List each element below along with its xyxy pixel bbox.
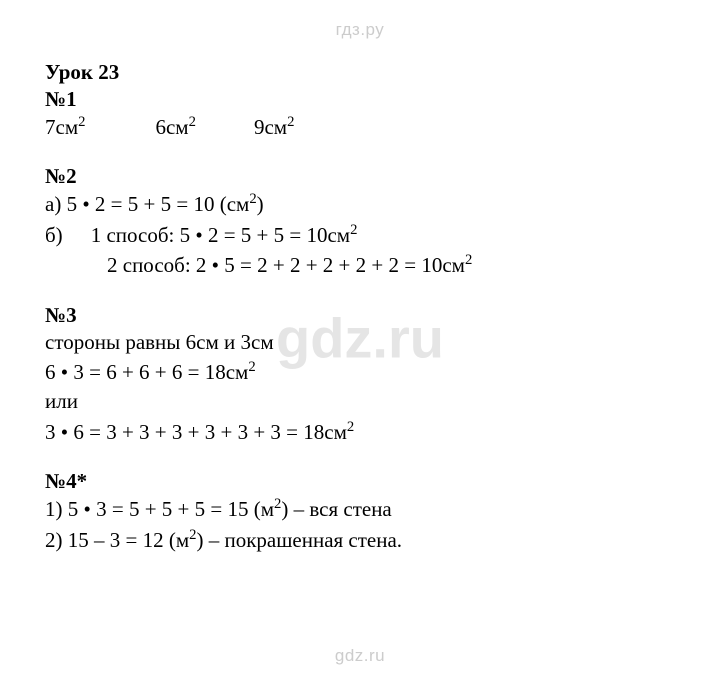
sup: 2 [350,222,357,238]
s4-line2: 2) 15 – 3 = 12 (м2) – покрашенная стена. [45,525,675,555]
s2-b2-label: 2 способ: [107,253,196,277]
s2-b-label: б) [45,223,63,247]
s2-b1-expr: 5 • 2 = 5 + 5 = 10см [180,223,351,247]
section-2: №2 а) 5 • 2 = 5 + 5 = 10 (см2) б)1 спосо… [45,164,675,280]
sup: 2 [249,191,256,207]
s3-line4: 3 • 6 = 3 + 3 + 3 + 3 + 3 + 3 = 18см2 [45,417,675,447]
lesson-title: Урок 23 [45,60,675,85]
sup: 2 [347,419,354,435]
s4-line1-pre: 1) 5 • 3 = 5 + 5 + 5 = 15 (м [45,497,274,521]
s4-line1-post: ) – вся стена [281,497,391,521]
header-brand: гдз.ру [45,20,675,40]
s1-v1: 7см [45,115,78,139]
s2-b2-expr: 2 • 5 = 2 + 2 + 2 + 2 + 2 = 10см [196,253,465,277]
s4-line2-pre: 2) 15 – 3 = 12 (м [45,528,189,552]
sup: 2 [189,114,196,130]
sup: 2 [287,114,294,130]
s2-b1: б) 1 способ: 5 • 2 = 5 + 5 = 10см2 [45,220,675,250]
section-3: №3 стороны равны 6см и 3см 6 • 3 = 6 + 6… [45,303,675,448]
content: Урок 23 №1 7см26см29см2 №2 а) 5 • 2 = 5 … [45,60,675,555]
s3-line2: 6 • 3 = 6 + 6 + 6 = 18см2 [45,357,675,387]
s2-b1-label: 1 способ: [91,223,180,247]
sup: 2 [78,114,85,130]
section-2-num: №2 [45,164,675,189]
s2-a-close: ) [257,192,264,216]
section-3-num: №3 [45,303,675,328]
sup: 2 [465,252,472,268]
footer-brand: gdz.ru [0,646,720,666]
s3-line1: стороны равны 6см и 3см [45,328,675,357]
section-4-num: №4* [45,469,675,494]
s1-v2: 6см [155,115,188,139]
s3-line3: или [45,387,675,416]
s2-a-expr: 5 • 2 = 5 + 5 = 10 (см [67,192,250,216]
section-1: Урок 23 №1 7см26см29см2 [45,60,675,142]
s2-a-label: а) [45,192,67,216]
sup: 2 [248,359,255,375]
s1-v3: 9см [254,115,287,139]
section-1-num: №1 [45,87,675,112]
s2-b2: 2 способ: 2 • 5 = 2 + 2 + 2 + 2 + 2 = 10… [45,250,675,280]
s3-line2-expr: 6 • 3 = 6 + 6 + 6 = 18см [45,360,248,384]
section-4: №4* 1) 5 • 3 = 5 + 5 + 5 = 15 (м2) – вся… [45,469,675,555]
section-1-values: 7см26см29см2 [45,112,675,142]
s4-line1: 1) 5 • 3 = 5 + 5 + 5 = 15 (м2) – вся сте… [45,494,675,524]
s3-line4-expr: 3 • 6 = 3 + 3 + 3 + 3 + 3 + 3 = 18см [45,420,347,444]
s2-a: а) 5 • 2 = 5 + 5 = 10 (см2) [45,189,675,219]
s4-line2-post: ) – покрашенная стена. [196,528,402,552]
